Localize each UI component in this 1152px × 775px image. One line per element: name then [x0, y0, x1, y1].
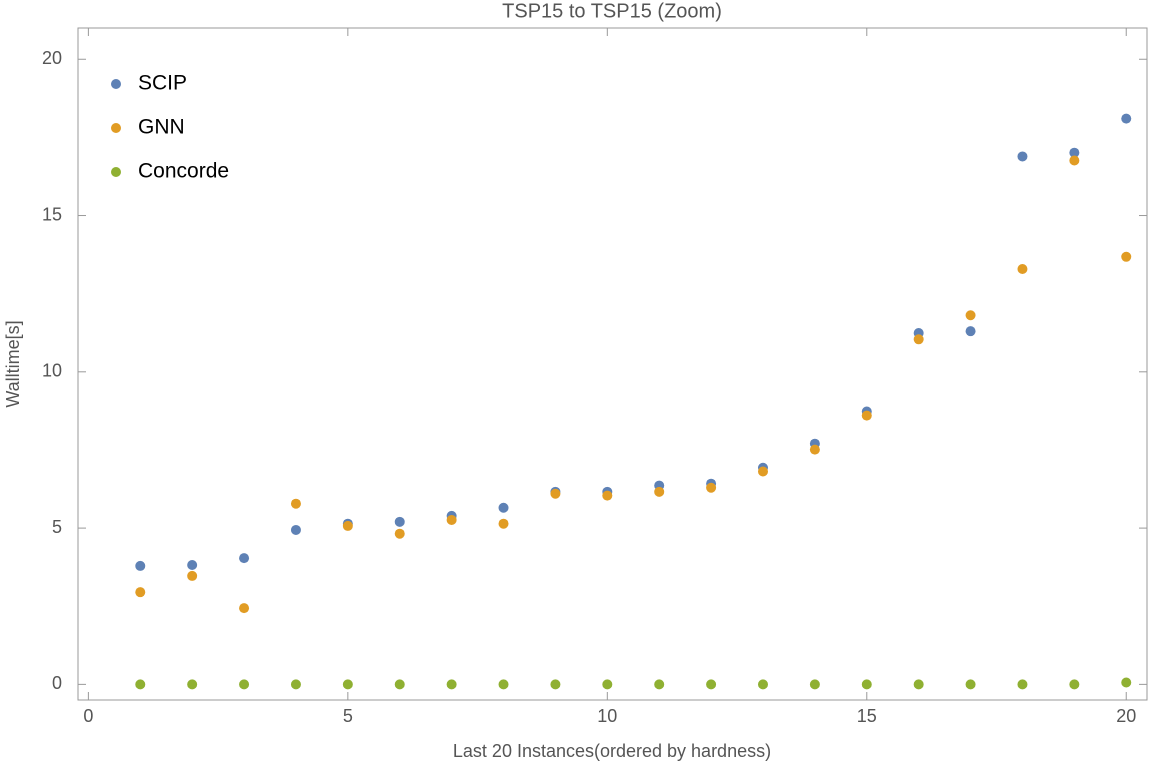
point — [290, 679, 301, 690]
y-tick-label: 20 — [42, 48, 62, 68]
x-tick-label: 10 — [597, 706, 617, 726]
point — [1121, 251, 1132, 262]
y-tick-label: 0 — [52, 673, 62, 693]
y-tick-label: 10 — [42, 361, 62, 381]
point — [187, 570, 198, 581]
legend-marker — [111, 79, 121, 89]
point — [135, 679, 146, 690]
point — [809, 444, 820, 455]
x-tick-label: 20 — [1116, 706, 1136, 726]
point — [239, 553, 250, 564]
point — [913, 679, 924, 690]
point — [965, 310, 976, 321]
point — [1121, 677, 1132, 688]
point — [1017, 263, 1028, 274]
point — [550, 679, 561, 690]
point — [861, 410, 872, 421]
point — [187, 559, 198, 570]
point — [342, 520, 353, 531]
point — [1017, 151, 1028, 162]
point — [394, 528, 405, 539]
point — [498, 518, 509, 529]
y-tick-label: 5 — [52, 517, 62, 537]
legend-label: GNN — [138, 116, 185, 139]
point — [1069, 147, 1080, 158]
point — [342, 679, 353, 690]
point — [602, 490, 613, 501]
legend-label: Concorde — [138, 160, 229, 183]
point — [446, 514, 457, 525]
point — [965, 679, 976, 690]
point — [1017, 679, 1028, 690]
y-tick-label: 15 — [42, 204, 62, 224]
x-tick-label: 0 — [83, 706, 93, 726]
point — [498, 679, 509, 690]
point — [654, 679, 665, 690]
point — [602, 679, 613, 690]
point — [809, 679, 820, 690]
x-tick-label: 5 — [343, 706, 353, 726]
point — [290, 524, 301, 535]
point — [550, 488, 561, 499]
point — [706, 679, 717, 690]
point — [1069, 155, 1080, 166]
point — [654, 486, 665, 497]
point — [913, 334, 924, 345]
point — [757, 679, 768, 690]
chart-title: TSP15 to TSP15 (Zoom) — [502, 0, 722, 22]
point — [239, 603, 250, 614]
point — [187, 679, 198, 690]
point — [1121, 113, 1132, 124]
point — [1069, 679, 1080, 690]
point — [446, 679, 457, 690]
point — [135, 560, 146, 571]
legend-label: SCIP — [138, 72, 187, 95]
legend-marker — [111, 167, 121, 177]
legend-marker — [111, 123, 121, 133]
point — [498, 502, 509, 513]
point — [394, 679, 405, 690]
point — [757, 466, 768, 477]
point — [965, 326, 976, 337]
point — [706, 482, 717, 493]
point — [861, 679, 872, 690]
y-axis-label: Walltime[s] — [3, 320, 23, 407]
point — [290, 498, 301, 509]
plot-frame — [77, 27, 1148, 701]
point — [394, 516, 405, 527]
x-tick-label: 15 — [857, 706, 877, 726]
x-axis-label: Last 20 Instances(ordered by hardness) — [453, 741, 771, 761]
point — [135, 587, 146, 598]
point — [239, 679, 250, 690]
